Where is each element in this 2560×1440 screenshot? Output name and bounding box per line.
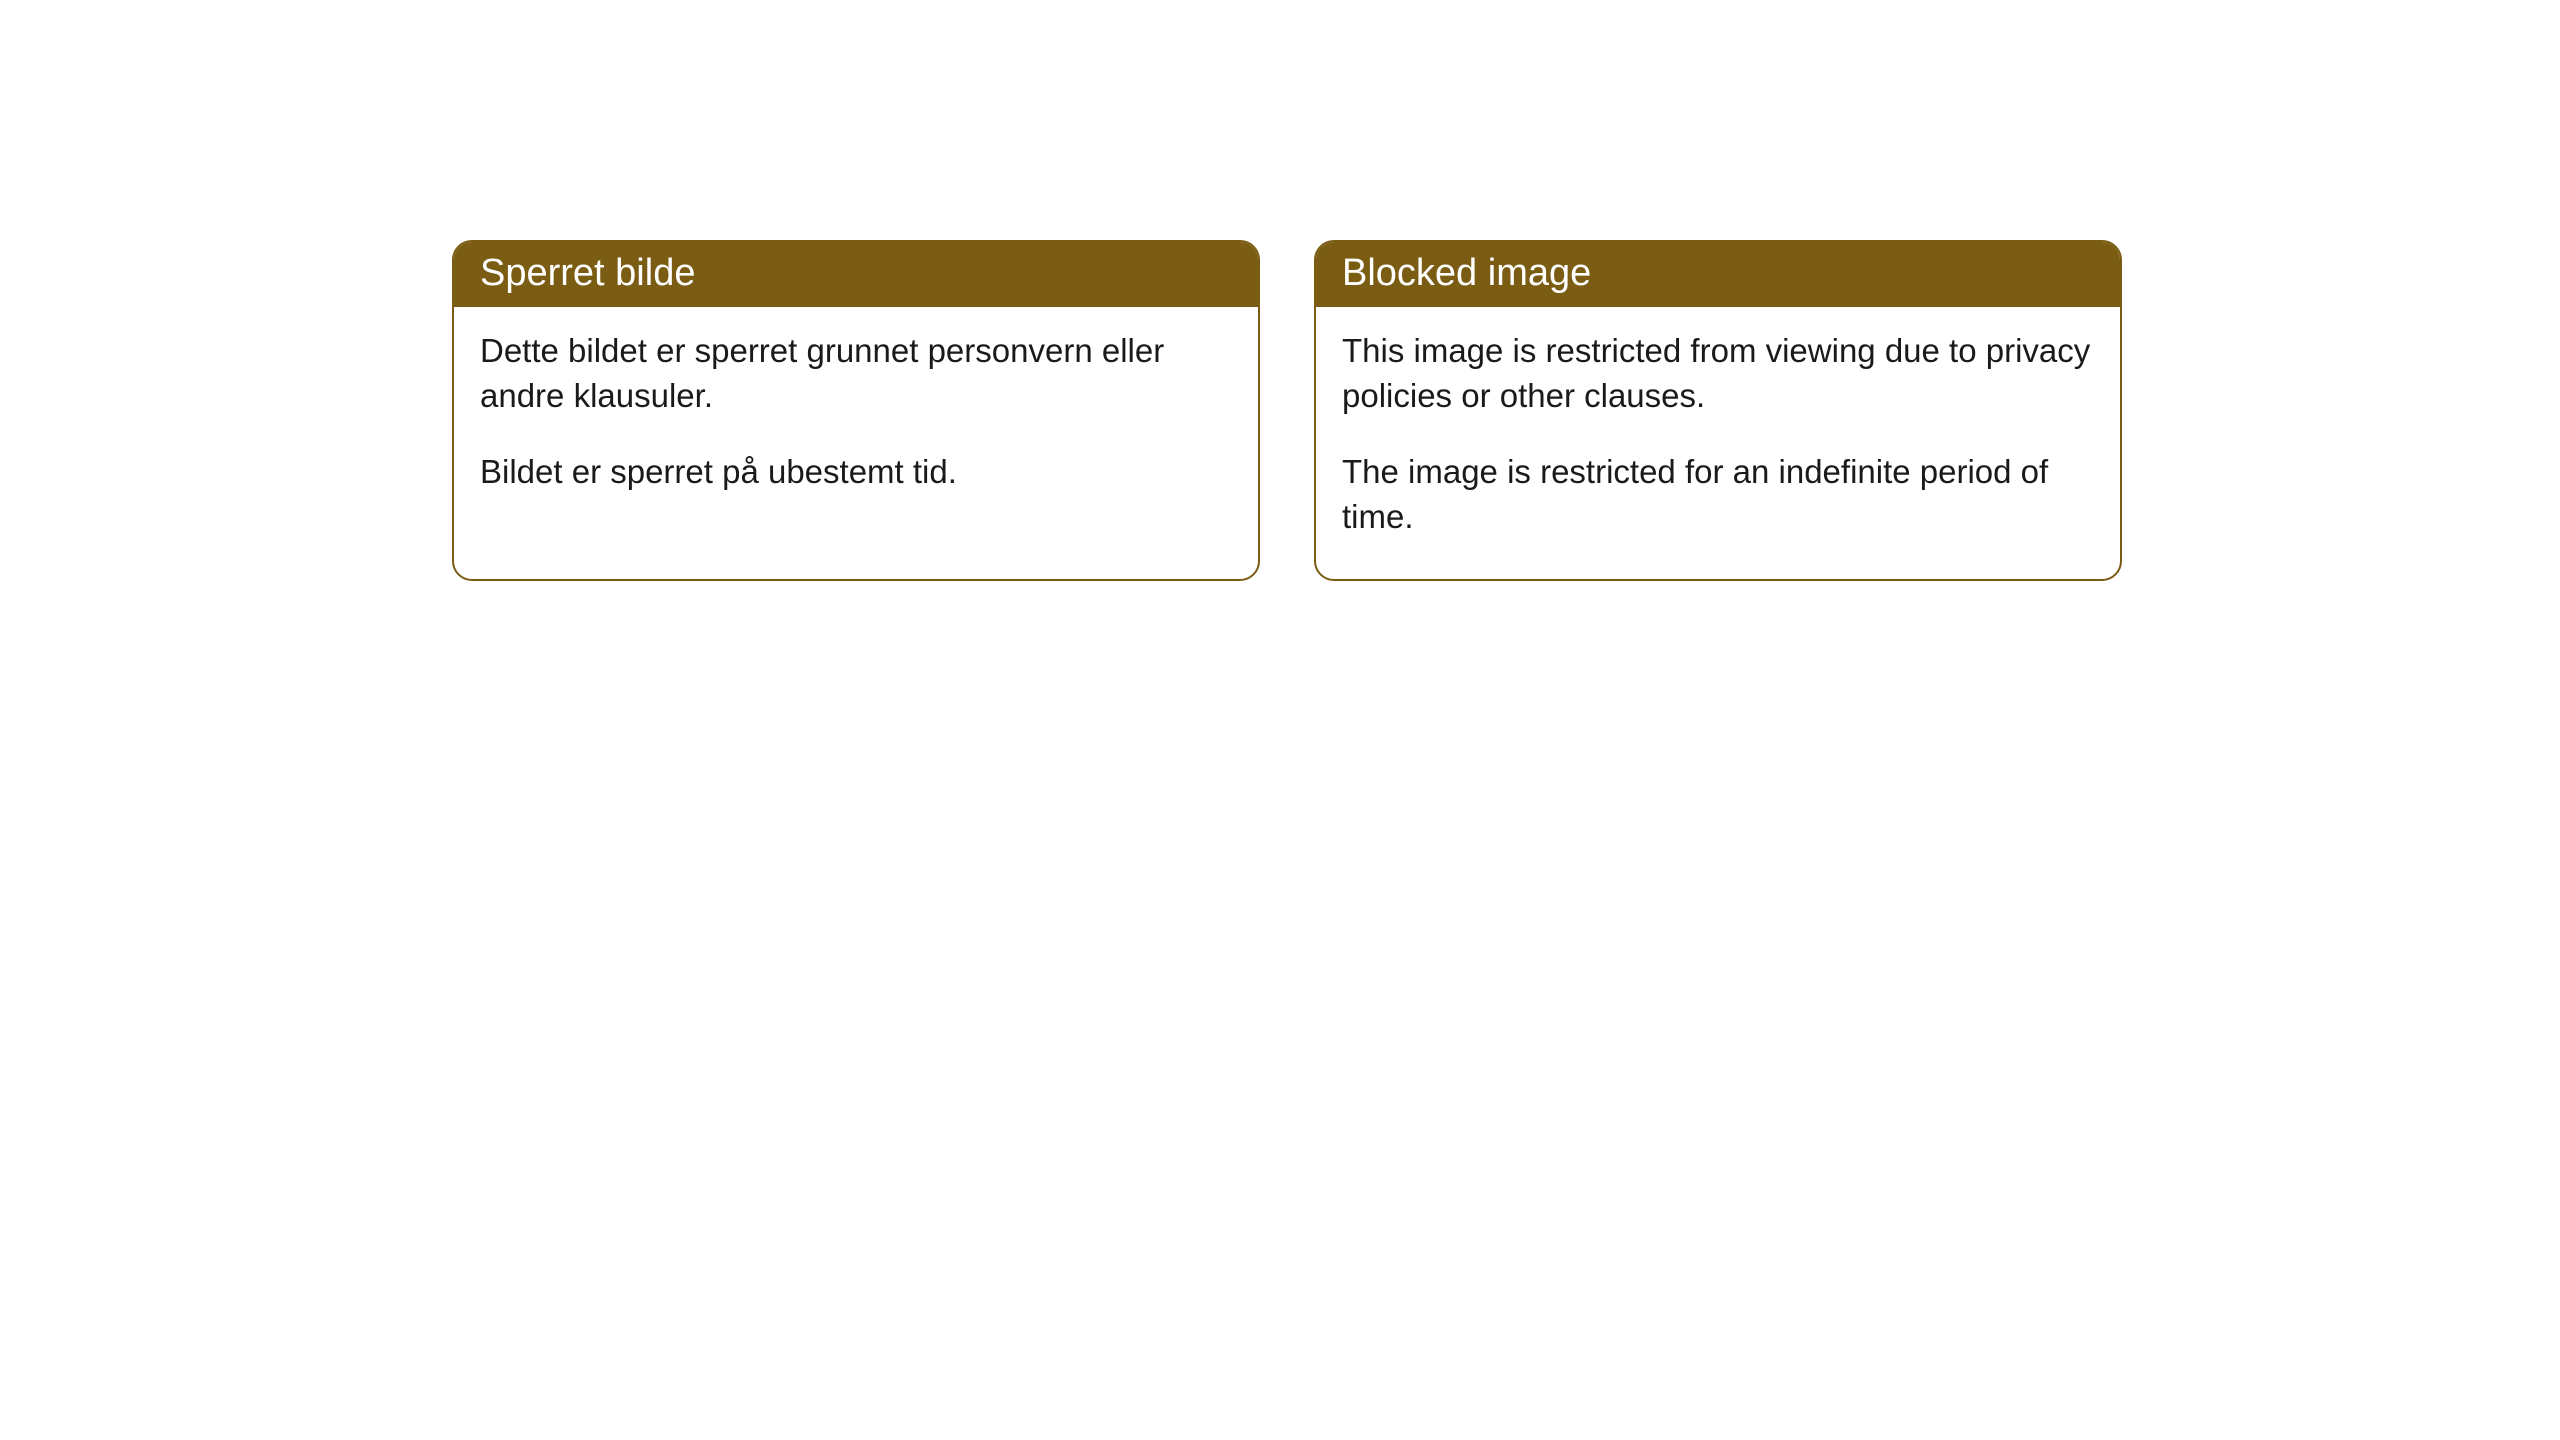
card-title: Blocked image — [1316, 242, 2120, 307]
cards-container: Sperret bilde Dette bildet er sperret gr… — [0, 0, 2560, 581]
card-body: Dette bildet er sperret grunnet personve… — [454, 307, 1258, 535]
blocked-image-card-norwegian: Sperret bilde Dette bildet er sperret gr… — [452, 240, 1260, 581]
card-paragraph: Bildet er sperret på ubestemt tid. — [480, 450, 1232, 495]
card-paragraph: Dette bildet er sperret grunnet personve… — [480, 329, 1232, 418]
blocked-image-card-english: Blocked image This image is restricted f… — [1314, 240, 2122, 581]
card-title: Sperret bilde — [454, 242, 1258, 307]
card-paragraph: This image is restricted from viewing du… — [1342, 329, 2094, 418]
card-body: This image is restricted from viewing du… — [1316, 307, 2120, 579]
card-paragraph: The image is restricted for an indefinit… — [1342, 450, 2094, 539]
